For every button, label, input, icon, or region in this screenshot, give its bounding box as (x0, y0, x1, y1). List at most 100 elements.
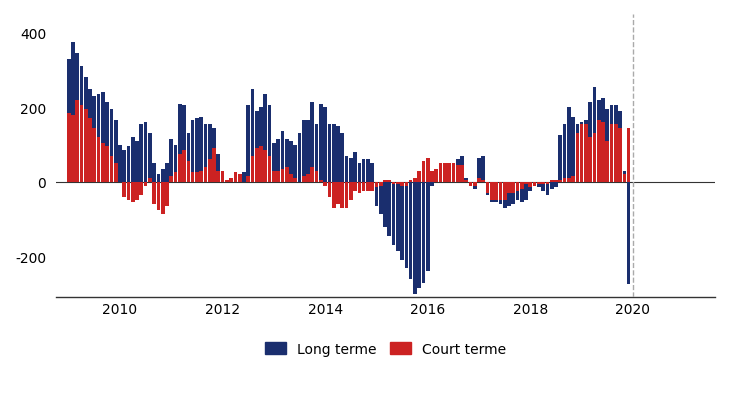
Bar (358, 164, 361, 182)
Bar (216, 155, 220, 182)
Bar (575, 134, 579, 182)
Bar (618, 128, 622, 182)
Bar (110, 156, 113, 182)
Bar (220, 171, 224, 182)
Bar (503, 182, 507, 209)
Bar (234, 173, 237, 182)
Bar (580, 125, 583, 182)
Bar (602, 99, 605, 182)
Bar (358, 182, 361, 193)
Bar (567, 108, 571, 182)
Bar (349, 158, 353, 182)
Bar (515, 182, 519, 201)
Bar (512, 182, 515, 193)
Bar (409, 180, 412, 182)
Bar (404, 182, 408, 268)
Bar (97, 95, 101, 182)
Bar (452, 164, 456, 182)
Bar (469, 182, 472, 186)
Bar (362, 160, 366, 182)
Bar (169, 139, 173, 182)
Bar (434, 180, 438, 182)
Bar (242, 173, 246, 182)
Bar (212, 149, 216, 182)
Bar (80, 67, 83, 182)
Bar (229, 179, 233, 182)
Bar (580, 123, 583, 182)
Bar (554, 182, 558, 188)
Bar (191, 173, 194, 182)
Bar (84, 78, 88, 182)
Bar (259, 108, 263, 182)
Bar (264, 151, 267, 182)
Bar (332, 125, 336, 182)
Bar (229, 179, 233, 182)
Bar (280, 132, 284, 182)
Bar (550, 182, 553, 190)
Bar (199, 117, 203, 182)
Bar (268, 156, 272, 182)
Bar (345, 182, 348, 209)
Bar (456, 160, 459, 182)
Bar (353, 182, 357, 192)
Bar (80, 106, 83, 182)
Bar (195, 119, 199, 182)
Bar (195, 173, 199, 182)
Bar (148, 179, 152, 182)
Bar (199, 171, 203, 182)
Bar (238, 175, 242, 182)
Bar (246, 106, 250, 182)
Bar (588, 102, 592, 182)
Bar (178, 155, 182, 182)
Bar (153, 164, 156, 182)
Bar (485, 182, 489, 193)
Bar (289, 142, 293, 182)
Bar (447, 164, 451, 182)
Bar (529, 182, 532, 192)
Bar (485, 182, 489, 196)
Bar (563, 125, 566, 182)
Bar (494, 182, 498, 203)
Bar (302, 177, 306, 182)
Bar (97, 138, 101, 182)
Bar (392, 182, 396, 246)
Bar (537, 182, 541, 188)
Bar (545, 182, 549, 196)
Bar (280, 169, 284, 182)
Bar (285, 168, 288, 182)
Bar (413, 179, 417, 182)
Bar (328, 182, 331, 197)
Bar (148, 134, 152, 182)
Bar (627, 128, 631, 182)
Bar (255, 112, 258, 182)
Bar (88, 89, 92, 182)
Bar (157, 182, 161, 210)
Bar (105, 102, 109, 182)
Bar (93, 128, 96, 182)
Bar (234, 180, 237, 182)
Bar (165, 164, 169, 182)
Bar (349, 182, 353, 201)
Bar (84, 110, 88, 182)
Bar (114, 164, 118, 182)
Bar (220, 171, 224, 182)
Bar (319, 180, 323, 182)
Bar (174, 145, 177, 182)
Bar (499, 182, 502, 201)
Bar (439, 164, 442, 182)
Bar (135, 142, 139, 182)
Bar (464, 179, 468, 182)
Bar (515, 182, 519, 192)
Bar (362, 182, 366, 192)
Bar (494, 182, 498, 201)
Bar (426, 182, 429, 272)
Bar (537, 182, 541, 184)
Bar (139, 182, 143, 196)
Bar (558, 180, 562, 182)
Bar (93, 97, 96, 182)
Bar (588, 138, 592, 182)
Bar (315, 125, 318, 182)
Bar (131, 182, 134, 203)
Bar (250, 89, 254, 182)
Bar (208, 160, 212, 182)
